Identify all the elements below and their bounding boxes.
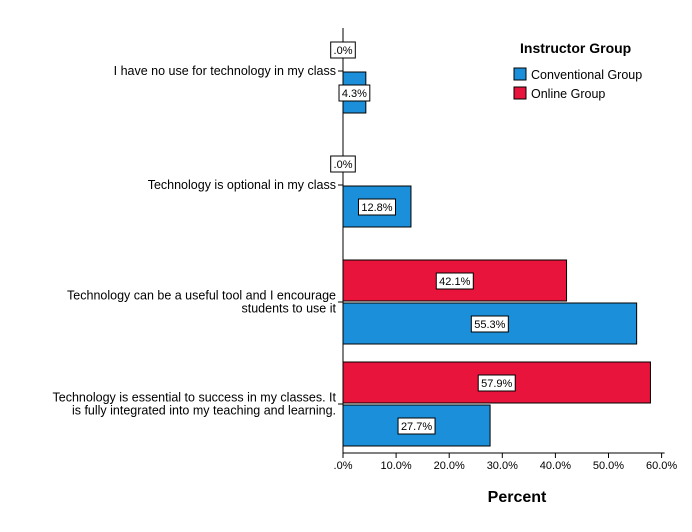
data-label-text: 12.8%: [361, 202, 392, 214]
data-label-conventional-0: 4.3%: [338, 84, 371, 102]
data-label-online-0: .0%: [330, 41, 356, 59]
data-labels-layer: .0% .0% 42.1% 57.9% 4.3% 12.8% 55.3% 27.7%: [330, 41, 516, 435]
legend-label-0: Conventional Group: [531, 68, 642, 82]
category-label-2-line-0: Technology can be a useful tool and I en…: [67, 289, 336, 303]
legend-label-1: Online Group: [531, 87, 605, 101]
category-label-1: Technology is optional in my class: [148, 178, 336, 192]
x-tick-label-1: 10.0%: [380, 460, 411, 472]
data-label-box: [330, 155, 356, 173]
data-label-text: 27.7%: [401, 421, 432, 433]
data-label-text: 42.1%: [439, 276, 470, 288]
x-tick-label-6: 60.0%: [646, 460, 677, 472]
x-tick-label-3: 30.0%: [487, 460, 518, 472]
data-label-box: [470, 315, 509, 333]
data-label-box: [357, 198, 396, 216]
data-label-box: [435, 272, 474, 290]
data-label-online-2: 42.1%: [435, 272, 474, 290]
data-label-conventional-1: 12.8%: [357, 198, 396, 216]
category-label-3-line-0: Technology is essential to success in my…: [53, 391, 337, 405]
x-tick-label-0: .0%: [334, 460, 353, 472]
x-tick-label-5: 50.0%: [593, 460, 624, 472]
data-label-box: [338, 84, 371, 102]
x-tick-label-2: 20.0%: [434, 460, 465, 472]
data-label-box: [477, 374, 516, 392]
data-label-text: 57.9%: [481, 378, 512, 390]
category-label-0: I have no use for technology in my class: [114, 64, 336, 78]
data-label-text: .0%: [334, 159, 353, 171]
data-label-box: [330, 41, 356, 59]
category-label-2-line-1: students to use it: [241, 302, 336, 316]
x-tick-label-4: 40.0%: [540, 460, 571, 472]
legend-swatch-1: [513, 86, 527, 100]
category-labels: I have no use for technology in my class…: [53, 64, 337, 418]
legend: Instructor Group Conventional Group Onlin…: [513, 40, 642, 101]
data-label-online-1: .0%: [330, 155, 356, 173]
data-label-text: 4.3%: [342, 88, 367, 100]
data-label-text: .0%: [334, 45, 353, 57]
legend-swatch-0: [513, 67, 527, 81]
legend-title: Instructor Group: [520, 40, 631, 56]
data-label-online-3: 57.9%: [477, 374, 516, 392]
data-label-text: 55.3%: [474, 319, 505, 331]
data-label-box: [397, 417, 436, 435]
x-axis-title: Percent: [488, 489, 547, 506]
data-label-conventional-2: 55.3%: [470, 315, 509, 333]
data-label-conventional-3: 27.7%: [397, 417, 436, 435]
category-label-3-line-1: is fully integrated into my teaching and…: [72, 404, 336, 418]
